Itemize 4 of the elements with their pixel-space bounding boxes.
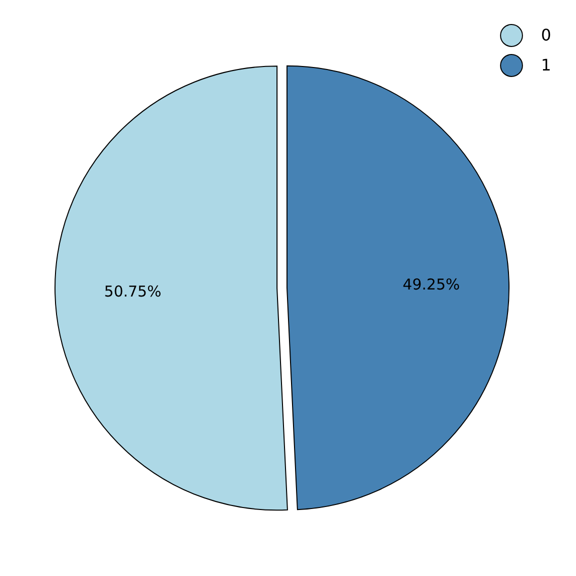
data-label: 49.25% <box>402 275 460 294</box>
legend-label: 0 <box>541 26 552 44</box>
legend-label: 1 <box>541 56 552 74</box>
data-label: 50.75% <box>104 282 162 301</box>
